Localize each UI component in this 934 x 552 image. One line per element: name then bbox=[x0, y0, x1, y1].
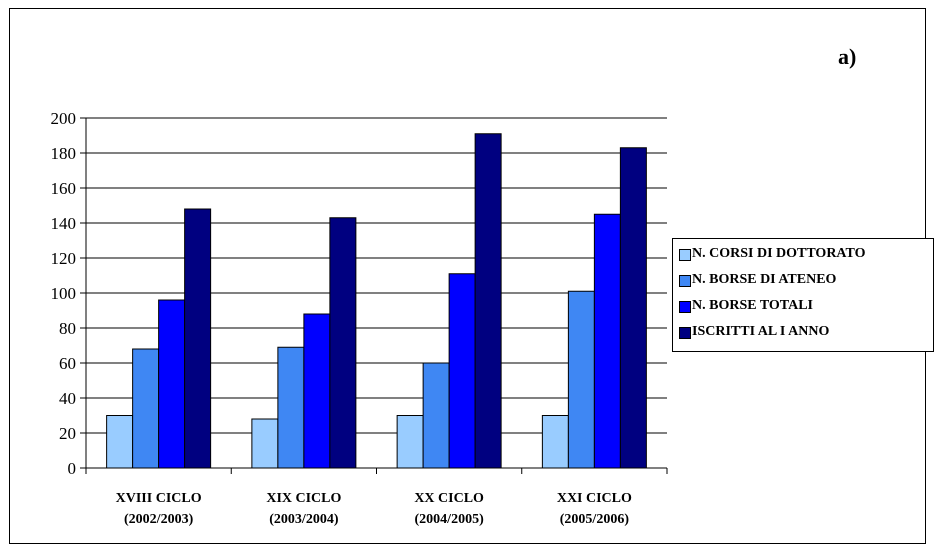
x-category-label: XVIII CICLO bbox=[116, 491, 202, 506]
bar bbox=[106, 415, 134, 469]
bar bbox=[329, 217, 357, 469]
bar bbox=[422, 362, 450, 469]
legend-item: N. BORSE DI ATENEO bbox=[679, 272, 933, 298]
bar bbox=[448, 273, 476, 469]
bars bbox=[106, 133, 647, 469]
y-tick-labels: 0 20 40 60 80 100 120 140 160 180 200 bbox=[51, 109, 77, 478]
legend-label: N. BORSE DI ATENEO bbox=[692, 272, 837, 287]
bar bbox=[184, 208, 212, 469]
bar bbox=[396, 415, 424, 469]
x-category-label: (2005/2006) bbox=[560, 512, 630, 527]
y-tick-label: 0 bbox=[68, 459, 77, 478]
y-tick-label: 40 bbox=[59, 389, 76, 408]
y-tick-label: 120 bbox=[51, 249, 77, 268]
bar bbox=[567, 290, 595, 469]
x-category-label: XXI CICLO bbox=[557, 491, 632, 506]
x-category-label: (2002/2003) bbox=[124, 512, 194, 527]
legend-swatch bbox=[679, 327, 691, 339]
bar bbox=[474, 133, 502, 469]
bar bbox=[593, 213, 621, 469]
x-category-label: (2003/2004) bbox=[269, 512, 339, 527]
legend-label: N. CORSI DI DOTTORATO bbox=[692, 246, 866, 261]
legend-item: N. BORSE TOTALI bbox=[679, 298, 933, 324]
y-tick-label: 200 bbox=[51, 109, 77, 128]
legend-swatch bbox=[679, 275, 691, 287]
y-tick-label: 160 bbox=[51, 179, 77, 198]
y-tick-label: 20 bbox=[59, 424, 76, 443]
legend-item: N. CORSI DI DOTTORATO bbox=[679, 246, 933, 272]
legend: N. CORSI DI DOTTORATO N. BORSE DI ATENEO… bbox=[672, 238, 934, 352]
x-category-label: XIX CICLO bbox=[266, 491, 341, 506]
legend-label: N. BORSE TOTALI bbox=[692, 298, 813, 313]
bar bbox=[541, 415, 569, 469]
bar bbox=[132, 348, 160, 469]
bar bbox=[619, 147, 647, 469]
legend-swatch bbox=[679, 249, 691, 261]
bar bbox=[277, 346, 305, 469]
x-category-labels: XVIII CICLO (2002/2003) XIX CICLO (2003/200… bbox=[116, 491, 632, 527]
legend-item: ISCRITTI AL I ANNO bbox=[679, 324, 933, 350]
panel-label: a) bbox=[838, 44, 857, 69]
y-tick-label: 60 bbox=[59, 354, 76, 373]
legend-swatch bbox=[679, 301, 691, 313]
y-tick-label: 140 bbox=[51, 214, 77, 233]
y-tick-label: 180 bbox=[51, 144, 77, 163]
axes bbox=[80, 117, 668, 474]
y-tick-label: 100 bbox=[51, 284, 77, 303]
legend-label: ISCRITTI AL I ANNO bbox=[692, 324, 830, 339]
bar bbox=[158, 299, 186, 469]
x-category-label: (2004/2005) bbox=[415, 512, 485, 527]
bar bbox=[251, 418, 279, 469]
bar bbox=[303, 313, 331, 469]
y-tick-label: 80 bbox=[59, 319, 76, 338]
x-category-label: XX CICLO bbox=[414, 491, 484, 506]
